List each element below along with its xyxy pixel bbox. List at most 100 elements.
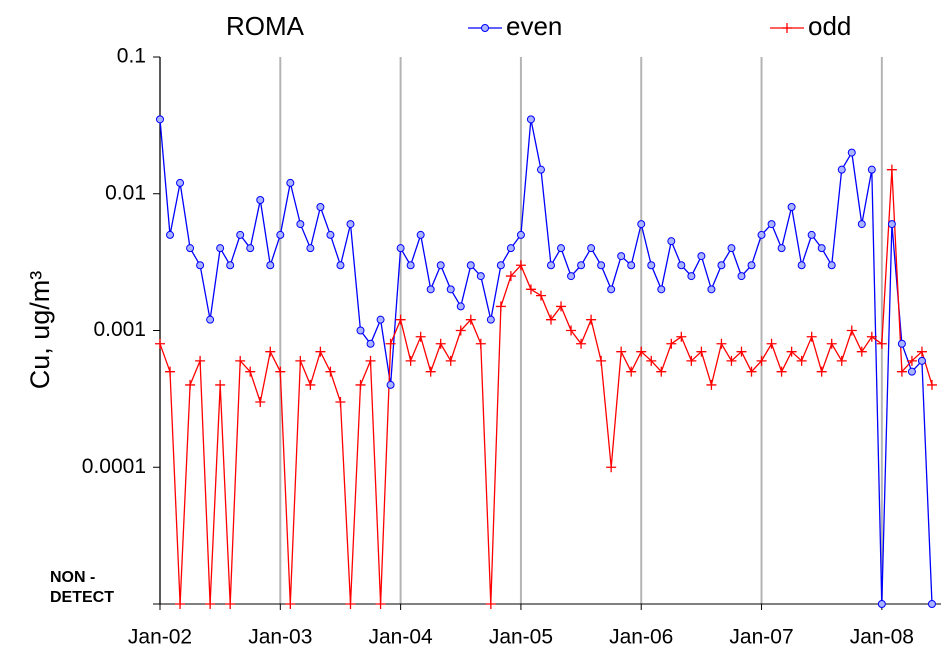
marker <box>376 315 385 324</box>
marker <box>286 178 295 187</box>
marker <box>706 379 717 390</box>
marker <box>916 346 927 357</box>
marker <box>395 314 406 325</box>
series-line <box>159 119 933 605</box>
marker <box>657 285 666 294</box>
marker <box>305 379 316 390</box>
marker <box>607 285 616 294</box>
x-tick-label: Jan-05 <box>489 626 553 649</box>
marker <box>266 261 275 270</box>
marker <box>757 230 766 239</box>
marker <box>195 355 206 366</box>
marker <box>736 346 747 357</box>
y-tick-label: 0.0001 <box>82 455 146 478</box>
marker <box>816 366 827 377</box>
marker <box>596 355 607 366</box>
marker <box>636 346 647 357</box>
marker <box>176 178 185 187</box>
marker <box>346 220 355 229</box>
marker <box>165 366 176 377</box>
marker <box>396 244 405 253</box>
marker <box>896 366 907 377</box>
marker <box>606 462 617 473</box>
marker <box>446 285 455 294</box>
marker <box>275 366 286 377</box>
marker <box>716 338 727 349</box>
marker <box>837 165 846 174</box>
marker <box>386 380 395 389</box>
marker <box>546 314 556 325</box>
marker <box>215 379 226 390</box>
y-tick-label: NON - DETECT <box>50 569 114 606</box>
marker <box>806 331 817 342</box>
chart-title: ROMA <box>226 11 305 41</box>
marker <box>496 261 505 270</box>
marker <box>756 355 767 366</box>
legend-marker <box>782 23 792 33</box>
marker <box>495 301 506 312</box>
marker <box>186 244 195 253</box>
marker <box>216 244 225 253</box>
marker <box>335 397 346 408</box>
marker <box>506 244 515 253</box>
marker <box>807 230 816 239</box>
marker <box>887 220 896 229</box>
marker <box>366 339 375 348</box>
marker <box>856 346 867 357</box>
marker <box>777 244 786 253</box>
marker <box>445 355 456 366</box>
marker <box>535 290 546 301</box>
marker <box>435 338 446 349</box>
marker <box>747 261 756 270</box>
marker <box>205 599 216 609</box>
marker <box>637 220 646 229</box>
marker <box>315 346 326 357</box>
marker <box>557 244 566 253</box>
marker <box>465 314 476 325</box>
marker <box>505 271 516 282</box>
marker <box>476 272 485 281</box>
marker <box>225 599 236 609</box>
marker <box>567 272 576 281</box>
marker <box>405 355 416 366</box>
marker <box>516 230 525 239</box>
marker <box>175 599 186 609</box>
marker <box>726 355 737 366</box>
marker <box>226 261 235 270</box>
marker <box>566 325 577 336</box>
x-tick-label: Jan-04 <box>369 626 434 649</box>
x-tick-label: Jan-07 <box>729 626 793 649</box>
marker <box>786 346 797 357</box>
marker <box>797 261 806 270</box>
marker <box>526 115 535 124</box>
marker <box>345 599 356 609</box>
marker <box>577 261 586 270</box>
marker <box>576 338 587 349</box>
marker <box>306 244 315 253</box>
marker <box>586 314 597 325</box>
marker <box>917 356 926 365</box>
x-tick-label: Jan-03 <box>248 626 312 649</box>
marker <box>486 315 495 324</box>
marker <box>647 261 656 270</box>
legend-label: even <box>506 11 562 41</box>
marker <box>385 338 396 349</box>
marker <box>886 164 897 175</box>
marker <box>666 338 677 349</box>
marker <box>906 355 917 366</box>
marker <box>646 355 657 366</box>
marker <box>355 379 366 390</box>
marker <box>696 346 707 357</box>
marker <box>737 272 746 281</box>
marker <box>597 261 606 270</box>
marker <box>326 230 335 239</box>
marker <box>425 366 436 377</box>
marker <box>406 261 415 270</box>
marker <box>256 196 265 205</box>
marker <box>897 339 906 348</box>
y-tick-label: 0.01 <box>105 181 146 204</box>
marker <box>155 338 165 349</box>
marker <box>796 355 807 366</box>
marker <box>617 252 626 261</box>
